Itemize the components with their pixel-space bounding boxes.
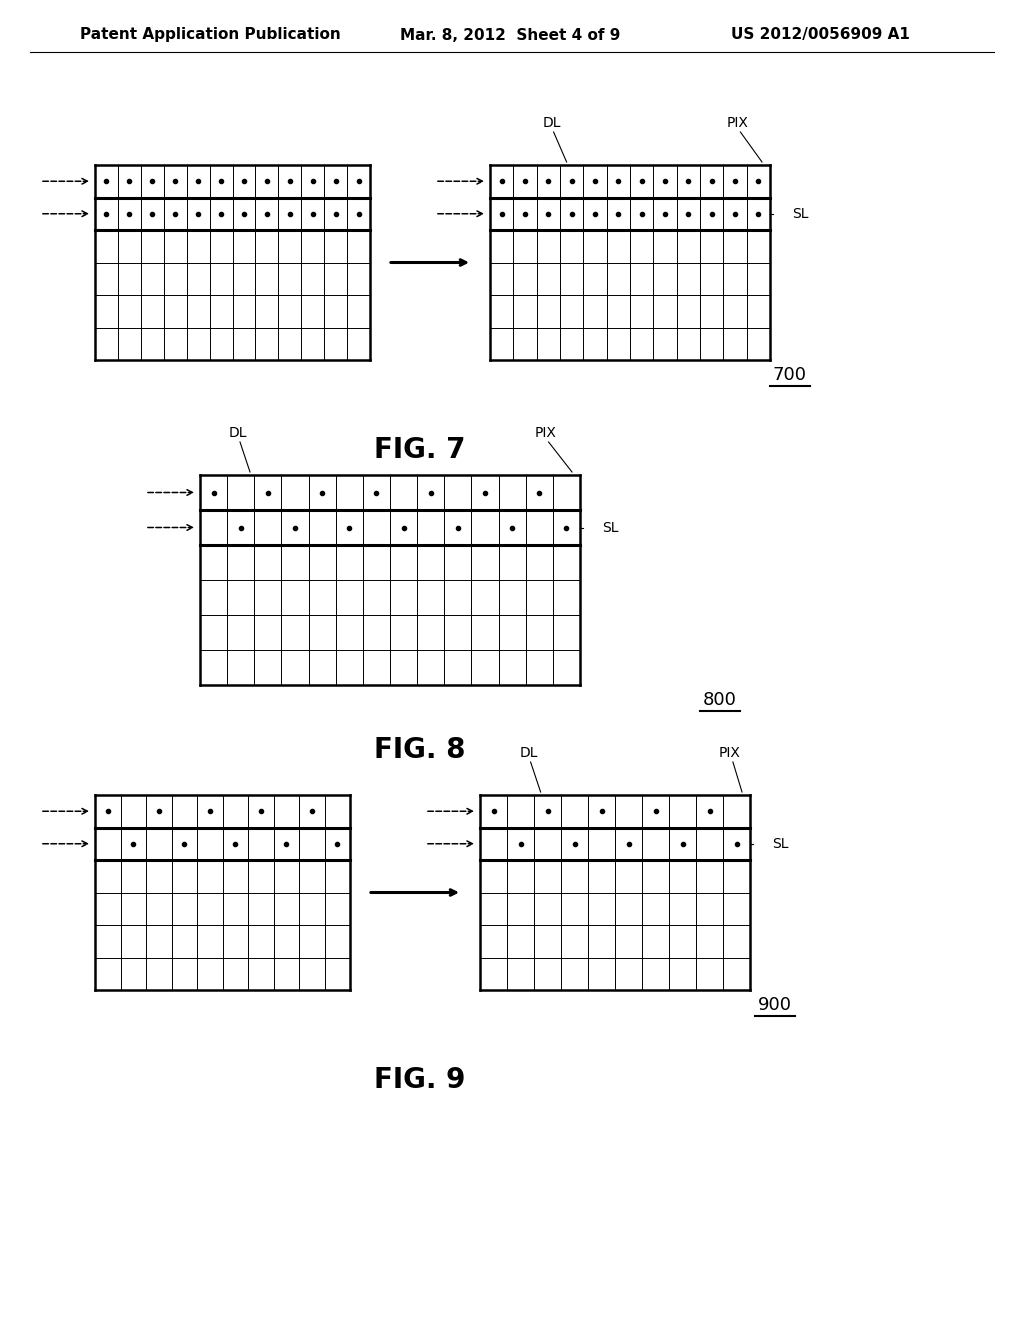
Bar <box>95 165 370 360</box>
Text: DL: DL <box>228 426 247 440</box>
Text: FIG. 9: FIG. 9 <box>375 1067 466 1094</box>
Text: Mar. 8, 2012  Sheet 4 of 9: Mar. 8, 2012 Sheet 4 of 9 <box>399 28 621 42</box>
Text: FIG. 7: FIG. 7 <box>374 436 466 465</box>
Bar <box>480 795 750 990</box>
Text: DL: DL <box>543 116 561 129</box>
Text: US 2012/0056909 A1: US 2012/0056909 A1 <box>730 28 909 42</box>
Text: PIX: PIX <box>719 746 740 760</box>
Text: FIG. 8: FIG. 8 <box>374 737 466 764</box>
Text: 700: 700 <box>773 366 807 384</box>
Text: 900: 900 <box>758 997 792 1014</box>
Text: 800: 800 <box>703 690 737 709</box>
Text: PIX: PIX <box>726 116 749 129</box>
Bar <box>95 795 350 990</box>
Text: Patent Application Publication: Patent Application Publication <box>80 28 340 42</box>
Bar <box>200 475 580 685</box>
Bar <box>490 165 770 360</box>
Text: SL: SL <box>602 520 618 535</box>
Text: SL: SL <box>772 837 788 851</box>
Text: DL: DL <box>519 746 538 760</box>
Text: SL: SL <box>792 207 809 220</box>
Text: PIX: PIX <box>535 426 556 440</box>
